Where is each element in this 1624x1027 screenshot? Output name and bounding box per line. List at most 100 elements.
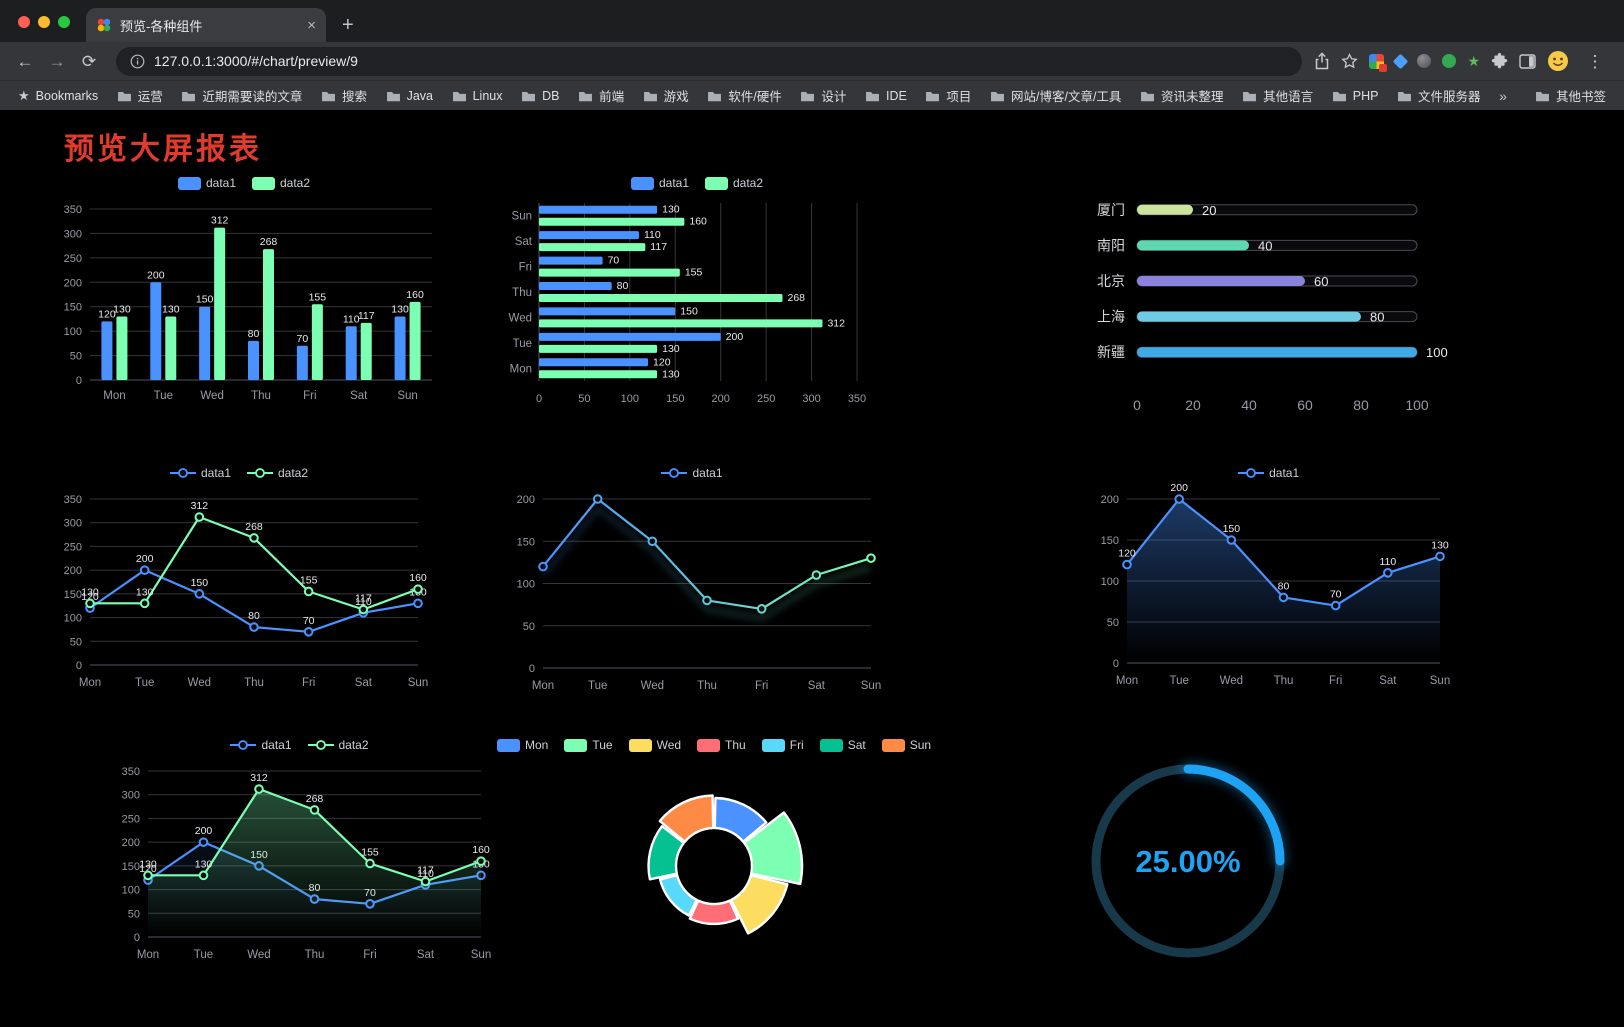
bookmarks-overflow-chevron[interactable]: » xyxy=(1499,87,1507,104)
close-window-button[interactable] xyxy=(18,16,30,28)
bookmark-item-10[interactable]: 设计 xyxy=(796,83,850,108)
chart-line-gradient[interactable]: data1 0 50 100 150 200 Mon Tue Wed Thu Fri Sat Sun xyxy=(497,464,1081,698)
legend-item-data1[interactable]: data1 xyxy=(630,176,689,190)
extension-green-star-icon[interactable]: ★ xyxy=(1467,53,1480,69)
legend-item-data1[interactable]: data1 xyxy=(177,176,236,190)
bookmark-item-17[interactable]: 文件服务器 xyxy=(1393,83,1485,108)
chart-line-two-series[interactable]: data1 data2 0 50 100 150 200 250 300 350 Mon Tue Wed… xyxy=(44,464,497,698)
extension-sphere-icon[interactable] xyxy=(1417,54,1432,68)
progress-chart-canvas[interactable]: 厦门 20 南阳 40 北京 60 上海 80 新疆 100 0 20 40 60 80 100 xyxy=(1081,174,1461,426)
legend-item-data2[interactable]: data2 xyxy=(307,738,369,752)
legend-item-Thu[interactable]: Thu xyxy=(697,738,746,752)
extensions-puzzle-icon[interactable] xyxy=(1491,52,1508,70)
pie-slice-Fri[interactable] xyxy=(658,874,699,917)
series-data1[interactable]: 120 200 150 80 70 110 130 xyxy=(98,269,409,380)
chart-line-area[interactable]: data1 0 50 100 150 200 Mon Tue Wed Thu Fri Sat Sun 12… xyxy=(1081,464,1596,698)
bookmark-item-6[interactable]: DB xyxy=(517,86,563,106)
progress-fill-新疆[interactable] xyxy=(1137,347,1418,358)
bookmark-item-9[interactable]: 软件/硬件 xyxy=(703,83,785,108)
chart-bar-vertical[interactable]: data1 data2 0 50 100 150 200 250 300 350 Mon Tue Wed… xyxy=(44,174,497,426)
series-data1[interactable]: 120 200 150 80 70 110 130 xyxy=(1118,483,1449,611)
bookmark-item-1[interactable]: 运营 xyxy=(113,83,167,108)
legend-item-data2[interactable]: data2 xyxy=(705,176,763,190)
legend-item-data1[interactable]: data1 xyxy=(661,466,723,480)
line-chart-canvas[interactable]: 0 50 100 150 200 Mon Tue Wed Thu Fri Sat Sun xyxy=(497,483,887,698)
legend-item-Fri[interactable]: Fri xyxy=(761,738,804,752)
minimize-window-button[interactable] xyxy=(38,16,50,28)
browser-tab[interactable]: 预览-各种组件 × xyxy=(86,8,326,42)
pie-slice-Mon[interactable] xyxy=(713,796,768,843)
progress-fill-上海[interactable] xyxy=(1137,311,1362,322)
back-button[interactable]: ← xyxy=(16,51,34,71)
pie-slice-Sat[interactable] xyxy=(647,825,686,881)
legend-item-Wed[interactable]: Wed xyxy=(628,738,681,752)
legend-item-Sun[interactable]: Sun xyxy=(881,738,931,752)
legend-item-data2[interactable]: data2 xyxy=(252,176,310,190)
bookmark-item-5[interactable]: Linux xyxy=(448,86,507,106)
bar-chart-canvas[interactable]: 0 50 100 150 200 250 300 350 Mon Tue Wed Thu Fri Sat S… xyxy=(44,193,444,408)
legend-item-data1[interactable]: data1 xyxy=(230,738,292,752)
tab-close-icon[interactable]: × xyxy=(307,16,316,34)
bookmark-item-13[interactable]: 网站/博客/文章/工具 xyxy=(986,83,1125,108)
site-info-icon[interactable] xyxy=(130,54,145,69)
pie-slice-Sun[interactable] xyxy=(658,794,715,843)
new-tab-button[interactable]: + xyxy=(342,14,354,36)
series-data1[interactable] xyxy=(538,494,876,614)
bookmark-item-8[interactable]: 游戏 xyxy=(639,83,693,108)
progress-fill-南阳[interactable] xyxy=(1137,240,1250,251)
pie-slice-Wed[interactable] xyxy=(730,874,789,935)
legend-item-Sat[interactable]: Sat xyxy=(819,738,866,752)
bookmark-item-15[interactable]: 其他语言 xyxy=(1238,83,1317,108)
rose-pie-canvas[interactable] xyxy=(589,755,839,973)
bookmark-item-3[interactable]: 搜索 xyxy=(317,83,371,108)
extension-gem-icon[interactable] xyxy=(1393,53,1409,69)
svg-text:130: 130 xyxy=(136,586,154,598)
chart-progress-bars[interactable]: 厦门 20 南阳 40 北京 60 上海 80 新疆 100 0 20 40 60 80 100 xyxy=(1081,174,1596,426)
chart-gauge[interactable]: 25.00% xyxy=(1081,736,1596,973)
series-data2[interactable]: 130 130 312 268 155 117 160 xyxy=(113,215,424,380)
address-bar[interactable]: 127.0.0.1:3000/#/chart/preview/9 xyxy=(116,46,1303,76)
forward-button[interactable]: → xyxy=(48,51,66,71)
line-chart-canvas[interactable]: 0 50 100 150 200 250 300 350 Mon Tue Wed Thu Fri Sat S… xyxy=(102,755,497,967)
bookmark-item-2[interactable]: 近期需要读的文章 xyxy=(177,83,306,108)
series-data1[interactable]: 120 200 150 80 70 110 130 xyxy=(81,553,427,637)
legend-item-data1[interactable]: data1 xyxy=(169,466,231,480)
bookmark-item-11[interactable]: IDE xyxy=(861,86,911,106)
pie-slice-Tue[interactable] xyxy=(743,811,804,886)
bookmark-star-icon[interactable] xyxy=(1341,53,1359,69)
bookmark-item-16[interactable]: PHP xyxy=(1328,86,1383,106)
bookmark-item-4[interactable]: Java xyxy=(382,86,437,106)
extension-colorful-icon[interactable] xyxy=(1369,53,1388,72)
menu-icon[interactable]: ⋮ xyxy=(1586,51,1604,71)
extension-green-circle-icon[interactable] xyxy=(1442,54,1457,68)
series-data2[interactable]: 160 117 155 268 312 130 130 xyxy=(539,216,845,381)
series-data2[interactable]: 130 130 312 268 155 117 160 xyxy=(81,500,427,615)
bookmark-item-12[interactable]: 项目 xyxy=(921,83,975,108)
bookmark-item-7[interactable]: 前端 xyxy=(574,83,628,108)
progress-fill-厦门[interactable] xyxy=(1137,204,1194,215)
pie-slice-Thu[interactable] xyxy=(688,899,740,926)
bookmark-item-14[interactable]: 资讯未整理 xyxy=(1136,83,1228,108)
side-panel-icon[interactable] xyxy=(1519,53,1536,69)
profile-avatar[interactable] xyxy=(1547,50,1569,72)
reload-button[interactable]: ⟳ xyxy=(81,51,97,71)
chart-bar-horizontal[interactable]: data1 data2 0 50 100 150 200 250 300 350 Sun Sat Fri… xyxy=(497,174,1081,426)
series-data2[interactable]: 130 130 312 268 155 117 160 xyxy=(139,772,490,887)
chart-line-area-two[interactable]: data1 data2 0 50 100 150 200 250 300 350 Mon Tue Wed… xyxy=(44,736,497,973)
line-chart-canvas[interactable]: 0 50 100 150 200 250 300 350 Mon Tue Wed Thu Fri Sat S… xyxy=(44,483,434,695)
bookmark-item-0[interactable]: ★ Bookmarks xyxy=(14,86,102,106)
progress-fill-北京[interactable] xyxy=(1137,276,1306,286)
hbar-chart-canvas[interactable]: 0 50 100 150 200 250 300 350 Sun Sat Fri Thu Wed Tue M… xyxy=(497,193,897,411)
legend-item-Tue[interactable]: Tue xyxy=(564,738,613,752)
chart-rose-pie[interactable]: Mon Tue Wed Thu Fri Sat Sun xyxy=(497,736,1081,973)
gauge-canvas[interactable]: 25.00% xyxy=(1081,754,1296,969)
legend-item-data1[interactable]: data1 xyxy=(1238,466,1299,480)
share-icon[interactable] xyxy=(1314,52,1330,70)
series-data1[interactable]: 130 110 70 80 150 200 120 xyxy=(539,204,743,369)
legend-item-Mon[interactable]: Mon xyxy=(497,738,548,752)
svg-text:Sat: Sat xyxy=(515,236,533,248)
bookmark-other-bookmarks[interactable]: 其他书签 xyxy=(1531,83,1610,108)
legend-item-data2[interactable]: data2 xyxy=(247,466,308,480)
zoom-window-button[interactable] xyxy=(58,16,70,28)
